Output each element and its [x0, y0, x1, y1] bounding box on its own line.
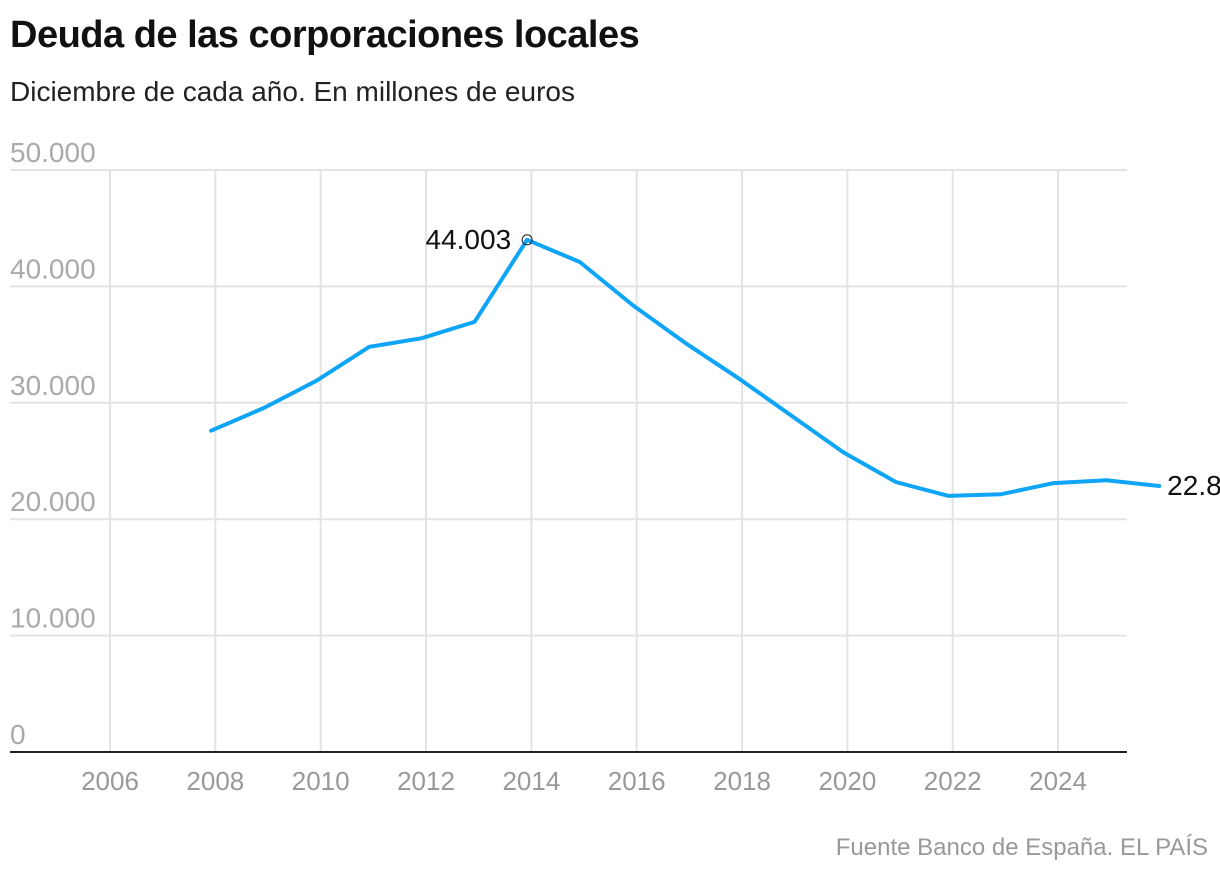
x-tick-label: 2010 [292, 766, 350, 796]
peak-marker [521, 234, 533, 246]
x-tick-label: 2022 [924, 766, 982, 796]
x-tick-label: 2024 [1029, 766, 1087, 796]
y-tick-label: 0 [10, 719, 26, 750]
series-line [209, 237, 1162, 498]
source-note: Fuente Banco de España. EL PAÍS [835, 834, 1208, 861]
x-tick-label: 2012 [397, 766, 455, 796]
y-tick-label: 30.000 [10, 370, 96, 401]
y-tick-label: 40.000 [10, 253, 96, 284]
annotation-label: 22.848 [1167, 470, 1220, 501]
x-tick-label: 2018 [713, 766, 771, 796]
y-tick-label: 50.000 [10, 137, 96, 168]
x-tick-label: 2006 [81, 766, 139, 796]
x-tick-label: 2016 [608, 766, 666, 796]
y-tick-label: 20.000 [10, 486, 96, 517]
chart-subtitle: Diciembre de cada año. En millones de eu… [10, 76, 575, 107]
x-tick-label: 2020 [818, 766, 876, 796]
x-tick-label: 2014 [502, 766, 560, 796]
x-tick-label: 2008 [186, 766, 244, 796]
y-tick-label: 10.000 [10, 603, 96, 634]
chart-title: Deuda de las corporaciones locales [10, 14, 640, 56]
annotation-label: 44.003 [426, 224, 512, 255]
